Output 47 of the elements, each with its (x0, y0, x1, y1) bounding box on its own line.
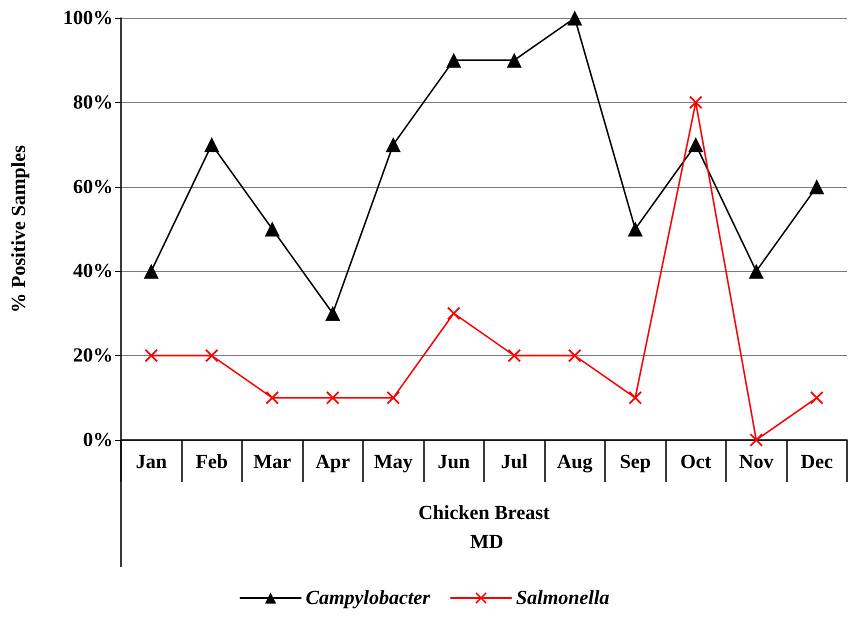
x-tick-label: May (374, 451, 413, 473)
point (689, 96, 702, 109)
x-tick-label: Sep (620, 451, 651, 473)
y-tick-label: 0% (83, 429, 113, 451)
point (506, 52, 522, 68)
point (447, 306, 460, 320)
x-axis-title: Chicken Breast (418, 502, 550, 524)
point (748, 264, 764, 279)
x-tick-label: Feb (196, 451, 228, 473)
point (326, 391, 340, 404)
x-tick-label: Mar (253, 451, 292, 473)
y-tick-label: 40% (73, 260, 113, 282)
x-tick-label: Jun (438, 451, 470, 473)
x-tick-label: Dec (800, 451, 833, 473)
point (628, 222, 643, 236)
point (750, 434, 763, 446)
point (386, 391, 400, 404)
text: MD (470, 531, 504, 553)
point (508, 349, 521, 362)
y-tick-label: 100% (63, 7, 113, 29)
point (688, 137, 704, 152)
y-axis-title: % Positive Samples (8, 144, 30, 313)
legend-label: Campylobacter (306, 587, 430, 609)
y-tick-label: 60% (73, 176, 113, 198)
point (568, 349, 582, 362)
point (446, 52, 462, 68)
y-tick-label: 80% (73, 91, 113, 114)
point (628, 391, 642, 404)
point (386, 137, 401, 152)
point (809, 179, 824, 194)
y-tick-label: 20% (73, 344, 113, 367)
legend-label: Salmonella (516, 587, 610, 609)
point (144, 349, 158, 362)
point (144, 264, 159, 279)
x-tick-label: Apr (316, 451, 350, 473)
point (810, 391, 824, 404)
x-tick-label: Jan (136, 451, 167, 473)
point (266, 391, 279, 404)
x-tick-label: Jul (500, 451, 528, 473)
x-tick-label: Oct (680, 451, 712, 473)
x-tick-label: Nov (739, 451, 774, 473)
point (205, 349, 218, 362)
point (204, 137, 220, 152)
point (567, 10, 582, 26)
x-tick-label: Aug (556, 451, 593, 473)
point (264, 222, 280, 236)
point (325, 306, 340, 321)
